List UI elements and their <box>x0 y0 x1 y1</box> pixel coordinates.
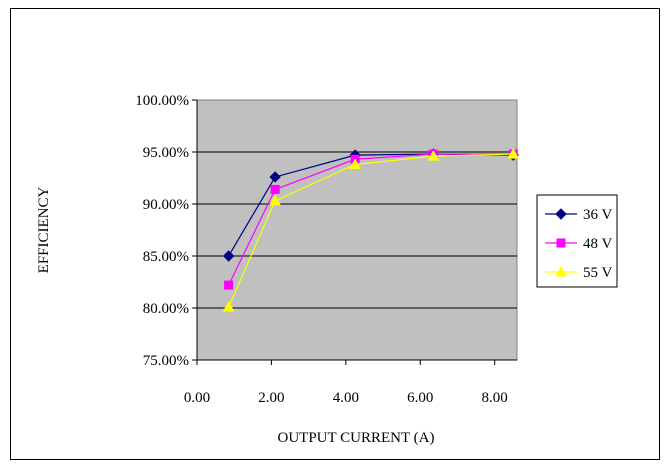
data-point-48v <box>270 184 280 194</box>
y-tick-label: 75.00% <box>143 353 189 369</box>
x-tick-label: 6.00 <box>407 390 433 406</box>
data-point-48v <box>224 280 234 290</box>
legend-label-48v: 48 V <box>583 236 612 252</box>
data-point-55v <box>349 158 361 169</box>
x-tick-label: 0.00 <box>184 390 210 406</box>
legend-marker-48v <box>556 238 566 248</box>
legend-marker-36v <box>555 208 567 220</box>
data-point-55v <box>222 300 235 312</box>
y-tick-label: 90.00% <box>143 197 189 213</box>
legend-marker-55v <box>555 265 567 277</box>
x-tick-label: 8.00 <box>482 390 508 406</box>
plot-area <box>196 99 518 361</box>
legend-label-55v: 55 V <box>583 265 612 281</box>
y-axis-title: EFFICIENCY <box>36 187 52 274</box>
axes: 75.00% 80.00% 85.00% 90.00% 95.00% 100.00% 0.0… <box>135 93 517 406</box>
data-point-55v <box>507 148 520 159</box>
x-tick-label: 2.00 <box>258 390 284 406</box>
data-point-36v <box>222 250 235 262</box>
legend-label-36v: 36 V <box>583 207 612 223</box>
legend-entries: 36 V 48 V 55 V <box>545 207 612 281</box>
series-layer <box>222 148 520 312</box>
x-tick-label: 4.00 <box>333 390 359 406</box>
data-point-55v <box>269 194 281 206</box>
y-tick-label: 80.00% <box>143 301 189 317</box>
data-point-55v <box>427 150 440 161</box>
y-tick-label: 95.00% <box>143 145 189 161</box>
y-tick-label: 100.00% <box>135 93 189 109</box>
data-point-36v <box>269 171 281 183</box>
x-axis-title: OUTPUT CURRENT (A) <box>278 430 435 446</box>
y-tick-label: 85.00% <box>143 249 189 265</box>
